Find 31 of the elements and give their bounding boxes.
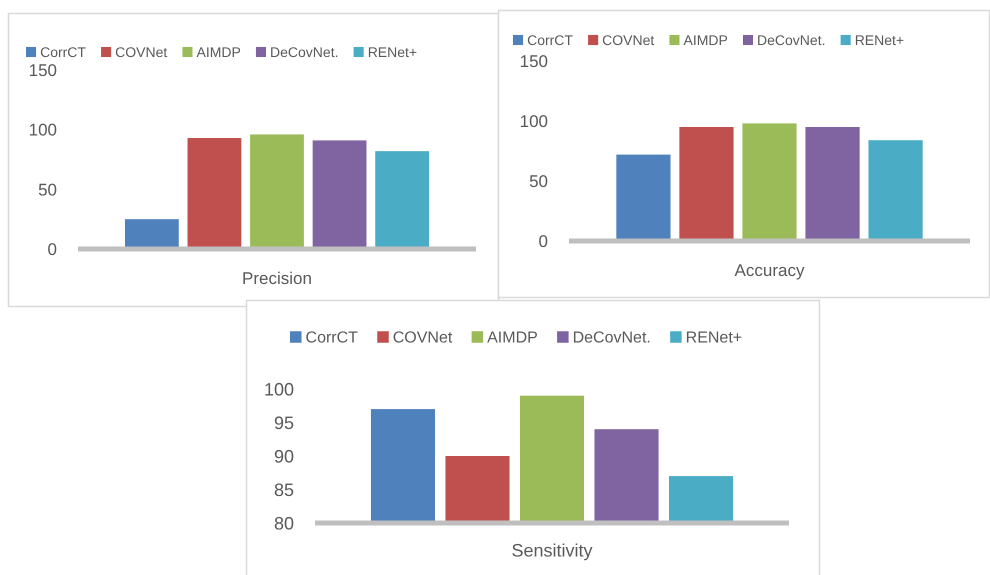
legend-label: DeCovNet.	[572, 330, 651, 347]
legend-label: AIMDP	[196, 44, 241, 60]
y-tick-label: 85	[274, 480, 294, 500]
y-tick-label: 100	[264, 379, 294, 400]
legend-label: CorrCT	[527, 32, 574, 48]
y-tick-label: 0	[48, 240, 57, 259]
legend-label: RENet+	[368, 44, 418, 60]
y-tick-label: 50	[529, 172, 548, 191]
legend-label: CorrCT	[40, 44, 86, 60]
y-tick-label: 80	[274, 513, 294, 534]
y-tick-label: 95	[274, 412, 294, 433]
legend-label: AIMDP	[487, 330, 538, 347]
legend-label: COVNet	[602, 32, 654, 48]
y-tick-label: 150	[28, 60, 57, 80]
legend-label: RENet+	[686, 330, 742, 347]
y-tick-label: 0	[538, 232, 548, 251]
x-tick-label: Accuracy	[734, 260, 805, 280]
y-tick-label: 90	[274, 446, 294, 466]
legend-label: CorrCT	[306, 330, 358, 347]
legend-label: COVNet	[115, 44, 168, 60]
legend-label: RENet+	[854, 32, 904, 48]
y-tick-label: 150	[520, 52, 548, 71]
y-tick-label: 100	[28, 120, 57, 140]
y-tick-label: 50	[38, 180, 57, 200]
legend-label: DeCovNet.	[757, 32, 826, 48]
x-tick-label: Precision	[242, 268, 312, 288]
y-tick-label: 100	[520, 112, 548, 131]
legend-label: COVNet	[392, 330, 453, 347]
legend-label: DeCovNet.	[270, 44, 338, 60]
x-tick-label: Sensitivity	[511, 540, 593, 560]
legend-label: AIMDP	[683, 32, 728, 48]
